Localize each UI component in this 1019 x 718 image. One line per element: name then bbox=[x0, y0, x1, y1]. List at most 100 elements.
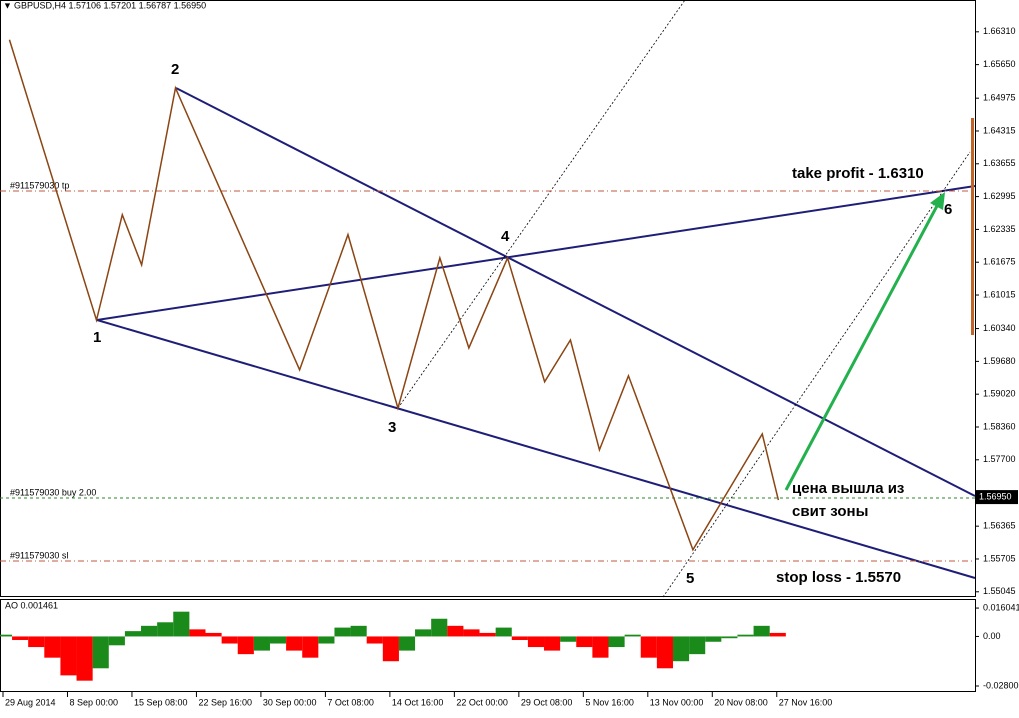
x-tick-label: 29 Oct 08:00 bbox=[521, 697, 573, 707]
ao-bar bbox=[205, 632, 222, 637]
annotation: take profit - 1.6310 bbox=[792, 165, 924, 182]
ao-bar bbox=[302, 636, 319, 658]
wave-label: 2 bbox=[171, 61, 179, 78]
x-tick-label: 27 Nov 16:00 bbox=[779, 697, 833, 707]
ao-bar bbox=[221, 636, 238, 644]
current-price-box bbox=[976, 490, 1018, 505]
ao-bar bbox=[592, 636, 609, 658]
ao-bar bbox=[608, 636, 625, 648]
ao-tick-label: 0.016041 bbox=[983, 602, 1019, 612]
wave-label: 4 bbox=[501, 228, 510, 245]
y-tick-label: 1.56365 bbox=[983, 521, 1016, 531]
ao-bar bbox=[398, 636, 416, 651]
ao-bar bbox=[447, 625, 464, 637]
ao-bar bbox=[157, 622, 174, 637]
annotation: stop loss - 1.5570 bbox=[776, 569, 901, 586]
x-tick-label: 29 Aug 2014 bbox=[5, 697, 56, 707]
y-tick-label: 1.58360 bbox=[983, 421, 1016, 431]
trend-line bbox=[175, 87, 976, 497]
wave-label: 6 bbox=[944, 201, 952, 218]
x-tick-label: 22 Sep 16:00 bbox=[198, 697, 252, 707]
main-frame bbox=[0, 0, 976, 597]
order-label: #911579030 sl bbox=[10, 550, 68, 560]
ao-bar bbox=[350, 625, 367, 637]
wave-label: 3 bbox=[388, 419, 396, 436]
ao-label: AO 0.001461 bbox=[5, 600, 58, 610]
ao-bar bbox=[76, 636, 93, 681]
trend-line bbox=[96, 319, 976, 579]
ao-bar bbox=[318, 636, 335, 644]
x-tick-label: 14 Oct 16:00 bbox=[392, 697, 444, 707]
y-tick-label: 1.62995 bbox=[983, 191, 1016, 201]
ao-bar bbox=[173, 611, 190, 637]
y-tick-label: 1.61015 bbox=[983, 289, 1016, 299]
ao-bar bbox=[672, 636, 690, 662]
x-tick-label: 30 Sep 00:00 bbox=[263, 697, 317, 707]
ao-bar bbox=[721, 636, 738, 639]
ao-bar bbox=[366, 636, 383, 644]
scroll-marker bbox=[971, 118, 974, 335]
ao-bar bbox=[60, 636, 77, 676]
ao-bar bbox=[689, 636, 706, 655]
ao-bar bbox=[0, 634, 13, 637]
x-tick-label: 8 Sep 00:00 bbox=[69, 697, 118, 707]
order-label: #911579030 buy 2.00 bbox=[10, 487, 96, 497]
ao-bar bbox=[28, 636, 45, 648]
arrow-head bbox=[930, 192, 945, 210]
ao-bar bbox=[544, 636, 561, 651]
ao-bar bbox=[560, 636, 577, 642]
ao-bar bbox=[705, 636, 722, 642]
y-tick-label: 1.64975 bbox=[983, 93, 1016, 103]
y-tick-label: 1.62335 bbox=[983, 224, 1016, 234]
wave-label: 1 bbox=[93, 329, 101, 346]
header-title: GBPUSD,H4 1.57106 1.57201 1.56787 1.5695… bbox=[14, 0, 206, 10]
x-tick-label: 20 Nov 08:00 bbox=[714, 697, 768, 707]
zigzag bbox=[8, 39, 780, 552]
ao-bar bbox=[286, 636, 303, 651]
ao-bar bbox=[640, 636, 657, 658]
ao-tick-label: -0.028007 bbox=[983, 680, 1019, 690]
ao-bar bbox=[334, 627, 351, 637]
x-tick-label: 5 Nov 16:00 bbox=[585, 697, 634, 707]
ao-bar bbox=[415, 629, 432, 637]
y-tick-label: 1.55705 bbox=[983, 553, 1016, 563]
ao-bar bbox=[44, 636, 61, 658]
ao-bar bbox=[624, 634, 641, 637]
ao-bar bbox=[495, 627, 512, 637]
ao-frame bbox=[0, 599, 976, 692]
y-tick-label: 1.55045 bbox=[983, 586, 1016, 596]
ao-bar bbox=[431, 618, 448, 637]
ao-bar bbox=[92, 636, 109, 669]
ao-tick-label: 0.00 bbox=[983, 631, 1001, 641]
annotation: свит зоны bbox=[792, 503, 868, 520]
ao-bar bbox=[253, 636, 270, 651]
y-tick-label: 1.64315 bbox=[983, 125, 1016, 135]
ao-bar bbox=[382, 636, 399, 662]
ao-bar bbox=[12, 636, 29, 640]
ao-bar bbox=[269, 636, 287, 644]
channel-line bbox=[397, 0, 686, 409]
ao-bar bbox=[737, 634, 754, 637]
ao-bar bbox=[511, 636, 528, 640]
order-label: #911579030 tp bbox=[10, 180, 69, 190]
menu-arrow[interactable]: ▼ bbox=[3, 0, 12, 10]
y-tick-label: 1.57700 bbox=[983, 454, 1016, 464]
ao-bar bbox=[237, 636, 254, 655]
ao-bar bbox=[141, 625, 158, 637]
ao-bar bbox=[463, 629, 480, 637]
x-tick-label: 22 Oct 00:00 bbox=[456, 697, 508, 707]
ao-bar bbox=[108, 636, 125, 646]
y-tick-label: 1.59020 bbox=[983, 389, 1016, 399]
y-tick-label: 1.60340 bbox=[983, 323, 1016, 333]
y-tick-label: 1.66310 bbox=[983, 26, 1016, 36]
wave-label: 5 bbox=[686, 570, 694, 587]
y-tick-label: 1.63655 bbox=[983, 158, 1016, 168]
ao-bar bbox=[576, 636, 593, 648]
x-tick-label: 15 Sep 08:00 bbox=[134, 697, 188, 707]
y-tick-label: 1.59680 bbox=[983, 356, 1016, 366]
x-tick-label: 13 Nov 00:00 bbox=[650, 697, 704, 707]
annotation: цена вышла из bbox=[792, 480, 904, 497]
arrow bbox=[784, 203, 940, 491]
